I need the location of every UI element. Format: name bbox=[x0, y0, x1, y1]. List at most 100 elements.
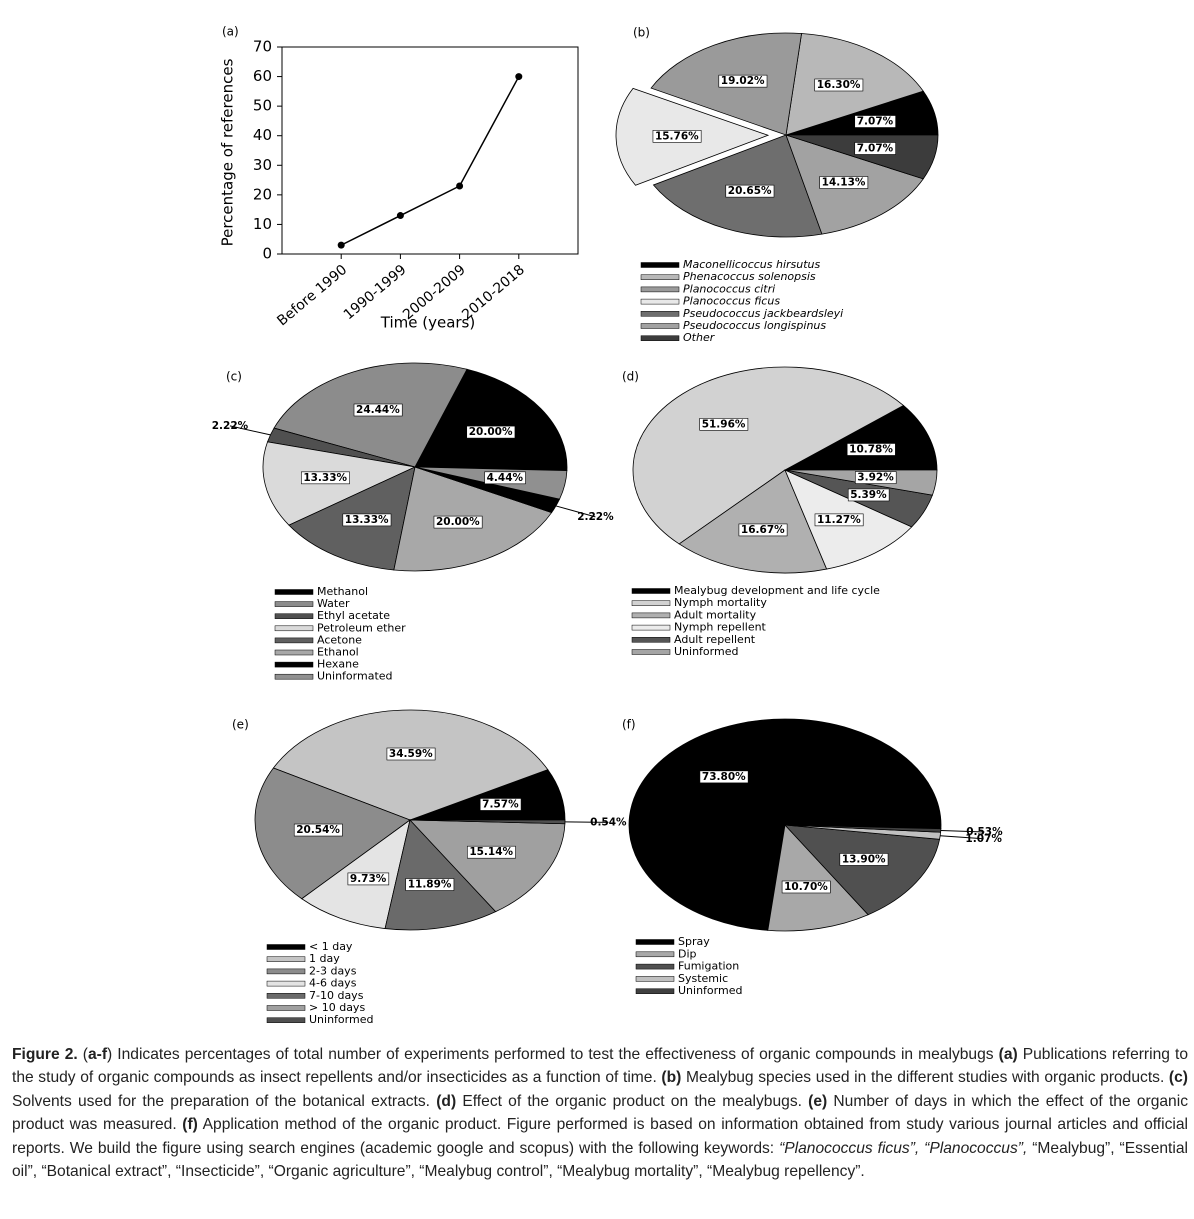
value-label: 7.07% bbox=[857, 142, 894, 154]
value-label-box bbox=[466, 425, 516, 439]
point bbox=[337, 241, 345, 249]
value-label: 13.33% bbox=[345, 514, 389, 526]
value-label: 0.54% bbox=[590, 816, 627, 828]
point bbox=[515, 73, 523, 81]
caption-text: Mealybug species used in the different s… bbox=[681, 1069, 1169, 1087]
legend-swatch bbox=[274, 637, 314, 644]
legend-swatch bbox=[635, 939, 675, 945]
leader-line bbox=[564, 821, 609, 823]
value-label-box bbox=[353, 403, 403, 417]
pie-slice bbox=[272, 709, 549, 821]
y-tick-label: 0 bbox=[262, 245, 272, 263]
legend-label: Pseudococcus longispinus bbox=[683, 319, 826, 332]
caption-text: Effect of the organic product on the mea… bbox=[456, 1092, 809, 1110]
caption-text: Solvents used for the preparation of the… bbox=[12, 1092, 437, 1110]
value-label: 15.76% bbox=[655, 130, 699, 142]
legend-swatch bbox=[266, 980, 306, 987]
legend-swatch bbox=[640, 286, 680, 293]
value-label-box bbox=[839, 853, 889, 866]
legend-label: Petroleum ether bbox=[317, 621, 406, 634]
pie-slice bbox=[384, 819, 497, 931]
legend-label: 7-10 days bbox=[309, 989, 364, 1002]
value-label: 10.78% bbox=[849, 443, 893, 455]
value-label: 14.13% bbox=[822, 176, 866, 188]
value-label-box bbox=[405, 878, 455, 891]
legend-label: Systemic bbox=[678, 972, 728, 985]
value-label: 11.89% bbox=[408, 879, 452, 891]
legend-label: Other bbox=[683, 331, 716, 344]
legend-label: Pseudococcus jackbeardsleyi bbox=[683, 307, 843, 320]
value-label: 7.57% bbox=[482, 798, 519, 810]
value-label-box bbox=[814, 78, 864, 92]
value-label-box bbox=[814, 513, 864, 527]
value-label: 3.92% bbox=[857, 472, 894, 484]
point bbox=[456, 182, 464, 190]
value-label-box bbox=[725, 184, 775, 198]
value-label-box bbox=[847, 488, 890, 502]
pie-slice bbox=[784, 404, 938, 471]
legend-swatch bbox=[274, 661, 314, 668]
value-label: 2.22% bbox=[577, 511, 614, 523]
caption-text: Publications referring to the study of o… bbox=[12, 1046, 1188, 1087]
value-label: 13.90% bbox=[842, 853, 886, 865]
legend-swatch bbox=[640, 335, 680, 341]
value-label-box bbox=[479, 798, 522, 811]
value-label: 20.00% bbox=[436, 516, 480, 528]
legend-swatch bbox=[635, 976, 675, 982]
legend-swatch bbox=[274, 613, 314, 619]
y-tick-label: 50 bbox=[253, 97, 272, 115]
caption-text: “Mealybug”, “Essential oil”, “Botanical … bbox=[12, 1139, 1188, 1181]
panel-label: (f) bbox=[622, 718, 636, 732]
leader-line bbox=[940, 829, 985, 833]
legend-swatch bbox=[631, 588, 671, 594]
legend-swatch bbox=[631, 612, 671, 619]
y-axis-label: Percentage of references bbox=[219, 58, 237, 246]
legend-swatch bbox=[266, 968, 306, 975]
legend-label: Acetone bbox=[317, 633, 362, 646]
legend-label: Adult mortality bbox=[674, 608, 757, 621]
legend-label: Spray bbox=[678, 935, 710, 948]
value-label-box bbox=[854, 115, 896, 128]
value-label: 34.59% bbox=[389, 748, 433, 760]
legend-label: Hexane bbox=[317, 658, 359, 671]
value-label-box bbox=[699, 418, 749, 431]
value-label: 1.07% bbox=[965, 833, 1002, 845]
legend-swatch bbox=[274, 589, 314, 595]
pie-slice bbox=[632, 366, 905, 545]
value-label: 19.02% bbox=[721, 75, 765, 87]
caption-text: (e) bbox=[808, 1092, 828, 1110]
panel-label: (b) bbox=[633, 26, 650, 40]
caption-text: (b) bbox=[661, 1069, 682, 1087]
value-label-box bbox=[467, 845, 516, 859]
value-label-box bbox=[293, 823, 343, 837]
legend-label: Ethyl acetate bbox=[317, 609, 390, 622]
legend-swatch bbox=[635, 951, 675, 958]
caption: Figure 2. (a-f) Indicates percentages of… bbox=[12, 1043, 1188, 1183]
leader-line bbox=[555, 505, 596, 518]
x-tick-label: Before 1990 bbox=[274, 262, 350, 329]
value-label-box bbox=[699, 770, 749, 784]
caption-text: ( bbox=[77, 1046, 88, 1063]
y-tick-label: 10 bbox=[253, 215, 272, 233]
point bbox=[396, 212, 404, 220]
panel-label: (e) bbox=[232, 718, 249, 732]
legend-label: Ethanol bbox=[317, 646, 359, 659]
legend-label: 2-3 days bbox=[309, 964, 357, 977]
legend-label: Nymph repellent bbox=[674, 621, 767, 634]
caption-text: Number of days in which the effect of th… bbox=[12, 1092, 1188, 1134]
legend-swatch bbox=[635, 963, 675, 970]
y-tick-label: 40 bbox=[253, 126, 272, 144]
legend-label: > 10 days bbox=[309, 1001, 365, 1014]
legend-swatch bbox=[631, 649, 671, 655]
legend-label: Maconellicoccus hirsutus bbox=[683, 258, 821, 271]
value-label-box bbox=[718, 74, 768, 88]
caption-text: ) Indicates percentages of total number … bbox=[107, 1046, 999, 1063]
legend-swatch bbox=[640, 323, 680, 329]
value-label: 16.30% bbox=[817, 79, 861, 91]
pie-slice bbox=[767, 824, 869, 932]
legend-swatch bbox=[640, 262, 680, 268]
value-label: 7.07% bbox=[857, 116, 894, 128]
legend-label: Dip bbox=[678, 947, 697, 960]
